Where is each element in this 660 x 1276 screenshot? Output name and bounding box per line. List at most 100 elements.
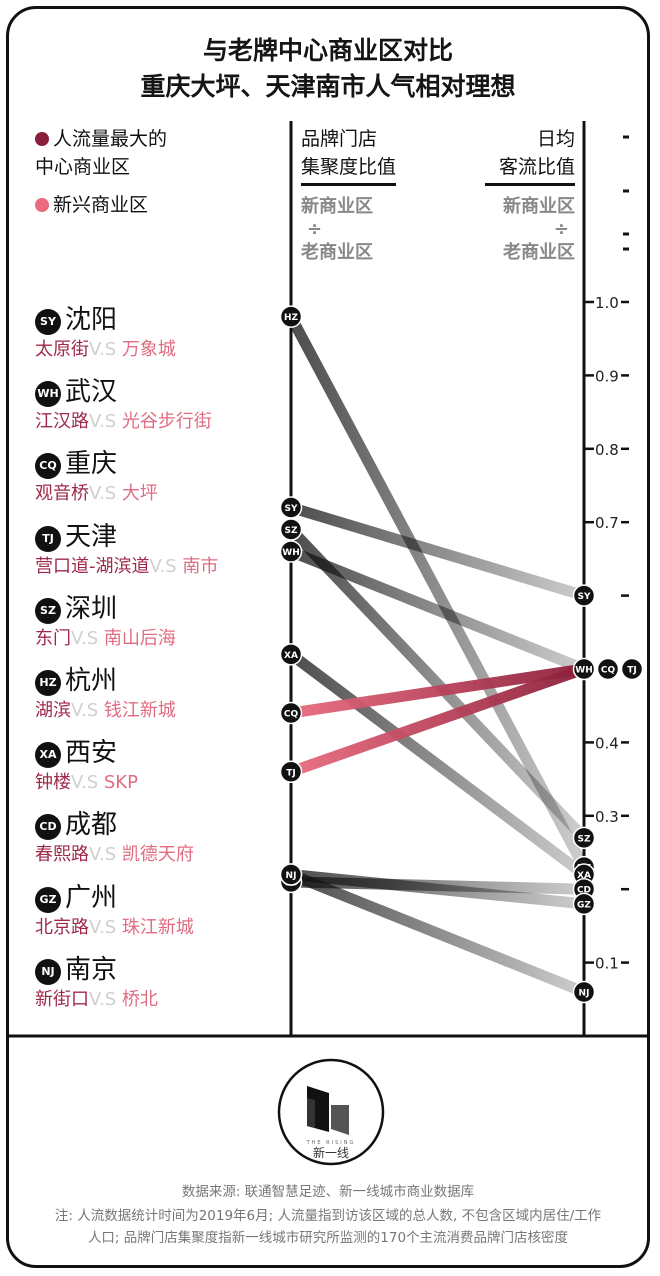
title-line-2: 重庆大坪、天津南市人气相对理想 bbox=[140, 72, 516, 101]
legend-new: 新兴商业区 bbox=[35, 191, 148, 219]
right-point-gz-label: GZ bbox=[577, 900, 591, 910]
right-point-wh bbox=[572, 657, 596, 681]
left-point-cq bbox=[279, 701, 303, 725]
left-denominator: 老商业区 bbox=[301, 242, 373, 263]
old-district: 北京路 bbox=[35, 916, 89, 938]
new-district: 南市 bbox=[182, 555, 219, 577]
series-line-hz bbox=[286, 314, 589, 870]
city-name: 天津 bbox=[65, 521, 118, 552]
city-code-badge: SZ bbox=[35, 597, 61, 624]
left-point-sy bbox=[279, 496, 303, 519]
city-name: 深圳 bbox=[65, 593, 118, 624]
left-point-wh-label: WH bbox=[282, 548, 299, 558]
vs-label: V.S bbox=[71, 772, 99, 794]
vs-label: V.S bbox=[71, 627, 99, 649]
vs-label: V.S bbox=[89, 916, 117, 938]
logo-tagline: THE RISING bbox=[306, 1140, 356, 1146]
city-code-badge: WH bbox=[35, 381, 61, 408]
left-point-nj-label: NJ bbox=[286, 871, 297, 881]
city-row-hz: HZ 杭州 湖滨V.S 钱江新城 bbox=[35, 660, 176, 725]
vs-label: V.S bbox=[89, 988, 117, 1010]
left-point-cq-label: CQ bbox=[284, 710, 299, 720]
city-name: 西安 bbox=[65, 738, 118, 769]
right-denominator: 老商业区 bbox=[503, 242, 575, 263]
city-row-xa: XA 西安 钟楼V.S SKP bbox=[35, 732, 138, 797]
right-formula: 新商业区 ÷ 老商业区 bbox=[485, 193, 575, 267]
axis-tick-label: 0.9 bbox=[595, 367, 619, 385]
new-district: 桥北 bbox=[121, 988, 158, 1010]
old-district: 湖滨 bbox=[35, 700, 71, 721]
vs-label: V.S bbox=[89, 483, 117, 505]
old-district: 东门 bbox=[35, 627, 71, 649]
old-district: 钟楼 bbox=[35, 772, 71, 794]
axis-tick-label: 0.3 bbox=[595, 808, 619, 826]
series-line-xa bbox=[287, 649, 588, 879]
city-row-tj: TJ 天津 营口道-湖滨道V.S 南市 bbox=[35, 516, 218, 581]
city-code-badge: XA bbox=[35, 742, 61, 769]
series-line-tj bbox=[289, 663, 586, 777]
right-point-gz bbox=[572, 892, 596, 916]
city-name: 沈阳 bbox=[65, 305, 118, 335]
slope-chart: 0.1 0.3 0.4 0.7 0.8 0.9 1.0 SY WH CQ TJ SZ HZ XA CD GZ N… bbox=[9, 121, 647, 1166]
series-line-sy bbox=[289, 502, 586, 601]
left-divide: ÷ bbox=[307, 219, 323, 240]
city-row-gz: GZ 广州 北京路V.S 珠江新城 bbox=[35, 877, 194, 942]
legend-new-label: 新兴商业区 bbox=[53, 194, 149, 216]
left-point-xa bbox=[279, 643, 303, 666]
right-point-tj-label: TJ bbox=[627, 666, 637, 676]
brand-logo bbox=[277, 1058, 385, 1166]
axis-tick-label: 0.7 bbox=[595, 514, 619, 532]
right-col-title-1: 日均 bbox=[536, 128, 575, 150]
title-line-1: 与老牌中心商业区对比 bbox=[202, 36, 453, 65]
legend-old-label-1: 人流量最大的 bbox=[53, 128, 168, 150]
old-district: 春熙路 bbox=[35, 844, 89, 866]
left-point-hz bbox=[279, 305, 303, 328]
city-row-nj: NJ 南京 新街口V.S 桥北 bbox=[35, 949, 158, 1014]
footer-note-2: 人口; 品牌门店集聚度指新一线城市研究所监测的170个主流消费品牌门店核密度 bbox=[87, 1230, 569, 1246]
left-point-wh bbox=[279, 540, 303, 563]
left-point-tj-label: TJ bbox=[286, 768, 296, 778]
infographic-frame: 与老牌中心商业区对比 重庆大坪、天津南市人气相对理想 人流量最大的 中心商业区 … bbox=[6, 6, 650, 1268]
series-line-gz bbox=[290, 869, 585, 910]
right-point-tj bbox=[620, 657, 644, 681]
axis-tick-label: 1.0 bbox=[595, 294, 619, 312]
new-district: 光谷步行街 bbox=[121, 411, 212, 433]
right-point-sz-label: SZ bbox=[577, 834, 590, 844]
right-point-sy-label: SY bbox=[578, 592, 591, 602]
city-row-wh: WH 武汉 江汉路V.S 光谷步行街 bbox=[35, 371, 212, 436]
right-point-cq bbox=[596, 657, 620, 681]
city-code-badge: SY bbox=[35, 309, 61, 335]
old-district: 观音桥 bbox=[35, 483, 89, 505]
right-point-xa-label: XA bbox=[577, 871, 591, 881]
city-row-sy: SY 沈阳太原街V.S 万象城 bbox=[35, 299, 176, 364]
right-point-wh-label: WH bbox=[575, 666, 592, 676]
left-point-xa-label: XA bbox=[284, 651, 298, 661]
city-name: 杭州 bbox=[65, 666, 118, 696]
right-column-header: 日均 客流比值 bbox=[485, 125, 575, 186]
vs-label: V.S bbox=[89, 339, 117, 360]
right-col-title-2: 客流比值 bbox=[485, 153, 575, 186]
old-district: 太原街 bbox=[35, 339, 89, 360]
city-code-badge: HZ bbox=[35, 670, 61, 696]
legend-new-dot bbox=[35, 198, 49, 212]
city-name: 重庆 bbox=[65, 449, 118, 480]
series-line-cq bbox=[290, 663, 585, 719]
vs-label: V.S bbox=[149, 555, 177, 577]
left-point-nj bbox=[279, 863, 303, 886]
city-row-sz: SZ 深圳 东门V.S 南山后海 bbox=[35, 588, 176, 653]
footer-source: 数据来源: 联通智慧足迹、新一线城市商业数据库 bbox=[181, 1184, 475, 1200]
axis-tick-label: 0.1 bbox=[595, 955, 619, 973]
axis-tick-label: 0.8 bbox=[595, 441, 619, 459]
axis-tick-label: 0.4 bbox=[595, 734, 619, 752]
legend-old-label-2: 中心商业区 bbox=[35, 156, 131, 178]
legend-old: 人流量最大的 中心商业区 bbox=[35, 125, 167, 181]
new-district: 万象城 bbox=[121, 339, 176, 360]
left-formula: 新商业区 ÷ 老商业区 bbox=[301, 193, 373, 267]
city-name: 南京 bbox=[65, 954, 118, 985]
legend-old-dot bbox=[35, 132, 49, 146]
old-district: 新街口 bbox=[35, 988, 89, 1010]
city-code-badge: GZ bbox=[35, 886, 61, 913]
right-point-sy bbox=[572, 584, 596, 607]
city-code-badge: CD bbox=[35, 814, 61, 841]
series-line-nj bbox=[288, 869, 587, 998]
